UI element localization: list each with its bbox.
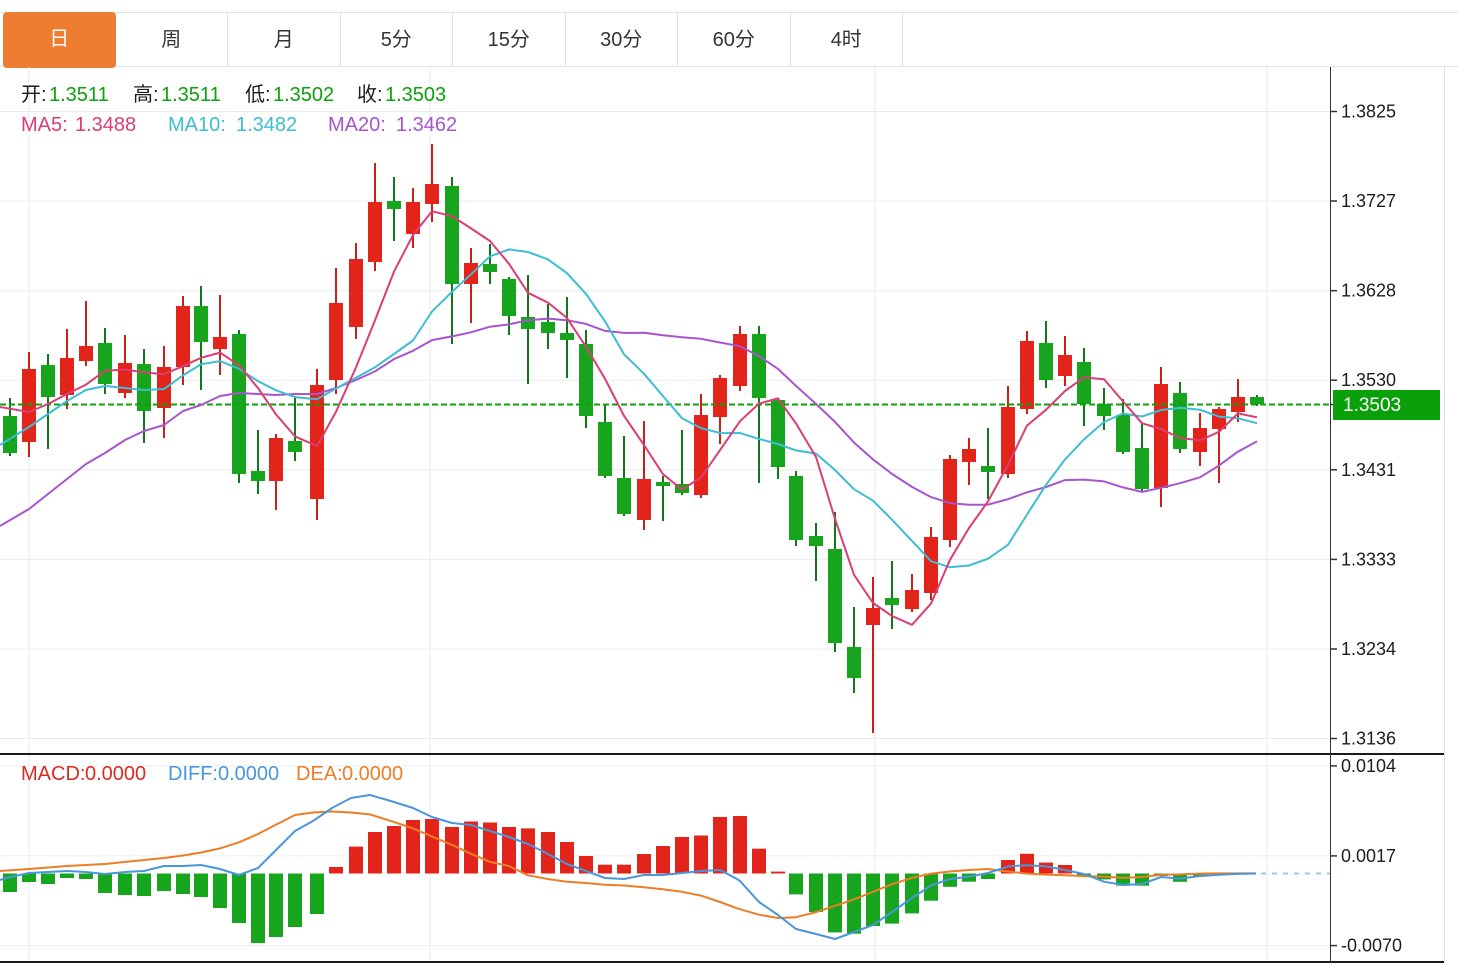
svg-text:1.3431: 1.3431 <box>1341 460 1396 480</box>
svg-text:0.0104: 0.0104 <box>1341 756 1396 776</box>
svg-text:-0.0070: -0.0070 <box>1341 936 1402 956</box>
svg-text:1.3511: 1.3511 <box>49 84 109 106</box>
svg-text:0.0017: 0.0017 <box>1341 846 1396 866</box>
svg-text:MA20:: MA20: <box>328 114 386 136</box>
svg-text:开:: 开: <box>21 84 47 106</box>
svg-text:1.3511: 1.3511 <box>161 84 221 106</box>
svg-text:1.3488: 1.3488 <box>75 114 136 136</box>
svg-text:1.3727: 1.3727 <box>1341 191 1396 211</box>
svg-text:0.0000: 0.0000 <box>218 763 279 785</box>
svg-text:高:: 高: <box>133 83 159 106</box>
svg-text:DIFF:: DIFF: <box>168 763 218 785</box>
svg-text:1.3136: 1.3136 <box>1341 729 1396 749</box>
svg-text:DEA:: DEA: <box>296 763 343 785</box>
svg-text:1.3503: 1.3503 <box>1343 395 1401 416</box>
svg-text:1.3825: 1.3825 <box>1341 102 1396 122</box>
svg-text:MA10:: MA10: <box>168 114 226 136</box>
svg-text:1.3234: 1.3234 <box>1341 639 1396 659</box>
svg-text:MACD:: MACD: <box>21 763 85 785</box>
svg-text:收:: 收: <box>357 83 383 106</box>
svg-text:1.3628: 1.3628 <box>1341 281 1396 301</box>
svg-text:0.0000: 0.0000 <box>85 763 146 785</box>
svg-text:低:: 低: <box>245 83 271 106</box>
svg-text:1.3333: 1.3333 <box>1341 549 1396 569</box>
svg-text:MA5:: MA5: <box>21 114 68 136</box>
svg-text:1.3482: 1.3482 <box>236 114 297 136</box>
svg-text:1.3502: 1.3502 <box>273 84 334 106</box>
svg-text:1.3503: 1.3503 <box>385 84 446 106</box>
svg-text:0.0000: 0.0000 <box>342 763 403 785</box>
svg-text:1.3462: 1.3462 <box>396 114 457 136</box>
svg-text:1.3530: 1.3530 <box>1341 370 1396 390</box>
